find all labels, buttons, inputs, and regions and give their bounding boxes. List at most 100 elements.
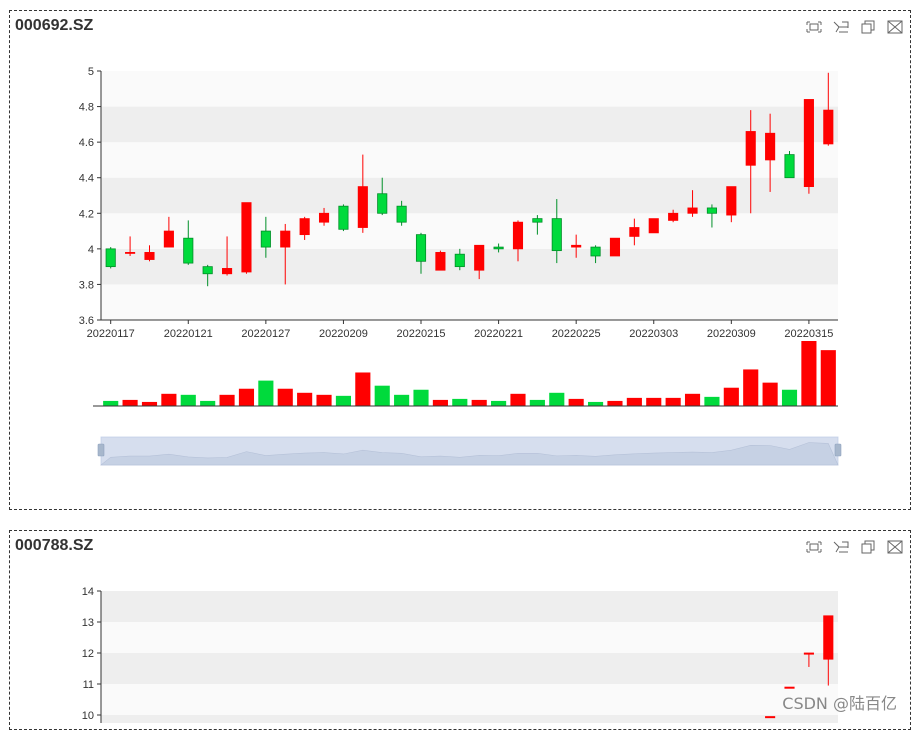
x-tick-label: 20220309 [707,328,756,340]
candle-body [222,268,233,275]
grid-band [101,284,838,320]
volume-bar [626,397,642,406]
volume-bar [704,396,720,406]
volume-bar [665,397,681,406]
volume-bar [452,398,468,406]
candle-body [668,212,679,221]
restore-icon[interactable] [859,539,877,555]
grid-band [101,177,838,214]
x-tick-label: 20220215 [397,328,446,340]
candlestick-chart: 10 11 12 13 14 [82,586,838,723]
candle-body [318,212,330,223]
x-tick-label: 20220315 [784,328,833,340]
candle-body [784,154,795,179]
candle-body [823,615,834,660]
x-tick-label: 20220117 [87,328,135,340]
volume-bar [529,399,545,406]
candle-body [784,686,795,689]
candle-body [590,246,601,257]
datazoom-selection[interactable] [101,437,838,465]
volume-bar [588,401,604,406]
volume-bar [762,382,778,406]
volume-bar [723,387,739,406]
candle-body [512,221,524,250]
restore-icon[interactable] [859,19,877,35]
candle-body [803,99,814,188]
volume-bar [394,394,410,406]
candle-body [765,132,776,161]
y-tick-label: 11 [83,679,94,691]
x-tick-label: 20220121 [164,328,213,340]
volume-bar [297,392,313,406]
candle-body [260,230,271,248]
chart-title: 000788.SZ [15,537,94,554]
volume-bar [277,388,293,406]
datazoom-preview [100,442,839,466]
candle-body [571,244,582,248]
candle-body [105,248,116,268]
volume-bar [219,394,235,406]
grid-band [101,213,838,249]
chart-panel-000788: 000788.SZ 10 11 12 13 14 [9,530,911,730]
y-tick-label: 4 [88,244,94,256]
x-tick-label: 20220127 [241,328,290,340]
candlestick-chart: 3.6 3.8 4 4.2 4.4 4.6 4.8 5 20220117 20220121 2022… [79,66,842,466]
volume-bar [238,388,255,406]
volume-bar [607,400,623,406]
zoom-reset-icon[interactable] [832,19,850,35]
y-tick-label: 13 [82,617,94,629]
zoom-select-icon[interactable] [805,539,823,555]
volume-bar [200,400,216,406]
datazoom-handle[interactable] [97,443,105,457]
candle-body [532,218,543,223]
volume-bar [684,393,701,406]
zoom-reset-icon[interactable] [832,539,850,555]
candle-body [474,244,485,271]
volume-bar [510,393,526,406]
y-tick-label: 4.6 [79,137,94,149]
candle-body [125,252,136,254]
chart-toolbox [805,539,904,555]
candle-body [241,202,252,273]
candle-body [609,237,621,257]
datazoom-handle[interactable] [834,443,842,457]
grid-band [101,248,838,285]
candle-body [396,205,407,223]
volume-bar [141,401,158,406]
candle-body [629,227,640,237]
chart-title: 000692.SZ [15,17,94,34]
save-image-icon[interactable] [886,539,904,555]
x-tick-label: 20220225 [552,328,601,340]
volume-bar [258,380,274,406]
y-tick-label: 3.6 [79,315,94,327]
x-tick-label: 20220303 [629,328,678,340]
volume-bar [122,399,138,406]
candle-body [687,207,698,214]
volume-bar [161,393,177,406]
volume-bar [801,341,817,406]
volume-bar [413,389,429,406]
volume-bar [316,394,332,406]
candle-body [706,207,717,214]
volume-bar [743,369,759,406]
grid-band [101,71,838,107]
candle-body [280,230,291,248]
chart-toolbox [805,19,904,35]
grid-band [101,684,838,715]
candle-body [726,186,737,216]
volume-bar [355,372,371,406]
y-tick-label: 3.8 [79,279,94,291]
save-image-icon[interactable] [886,19,904,35]
volume-bar [471,399,487,406]
candle-body [765,716,776,719]
watermark: CSDN @陆百亿 [782,694,897,713]
candle-body [435,252,446,271]
grid-band [101,653,838,684]
candle-body [493,246,504,250]
y-tick-label: 4.8 [79,102,94,114]
volume-bar [491,400,507,406]
volume-bar [568,398,584,406]
grid-band [101,591,838,622]
x-tick-label: 20220221 [474,328,523,340]
zoom-select-icon[interactable] [805,19,823,35]
